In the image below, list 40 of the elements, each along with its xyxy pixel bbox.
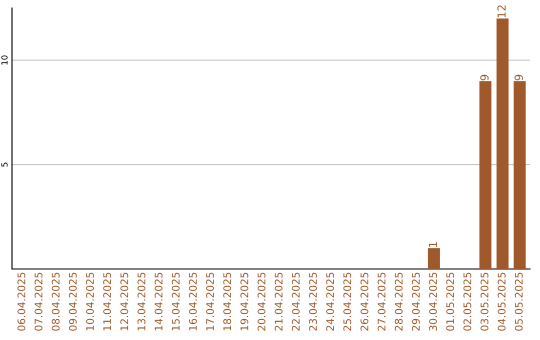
bar: [479, 81, 492, 269]
x-tick-label: 16.04.2025: [188, 272, 197, 330]
x-tick-label: 21.04.2025: [274, 272, 283, 331]
data-label: 9: [514, 74, 523, 80]
x-tick-label: 09.04.2025: [68, 272, 77, 331]
x-tick-label: 03.05.2025: [480, 272, 488, 331]
x-tick-label: 25.04.2025: [343, 272, 352, 331]
x-tick-label: 22.04.2025: [292, 272, 300, 331]
x-tick-label: 23.04.2025: [309, 272, 317, 331]
bar: [496, 18, 509, 269]
x-tick-label: 30.04.2025: [429, 272, 437, 331]
bar: [514, 81, 526, 269]
data-label: 12: [497, 5, 506, 18]
x-tick-label: 08.04.2025: [52, 272, 60, 331]
y-tick-label: 10: [1, 55, 8, 65]
x-tick-label: 13.04.2025: [138, 272, 146, 330]
x-tick-label: 26.04.2025: [360, 272, 368, 331]
x-tick-label: 14.04.2025: [154, 272, 163, 330]
x-tick-label: 18.04.2025: [223, 272, 232, 330]
x-tick-label: 17.04.2025: [206, 272, 214, 330]
x-tick-label: 05.05.2025: [514, 272, 523, 331]
data-label: 1: [428, 242, 438, 247]
y-tick-label: 5: [1, 162, 8, 167]
x-tick-label: 02.05.2025: [463, 272, 472, 331]
x-tick-label: 01.05.2025: [446, 272, 454, 331]
x-tick-label: 24.04.2025: [326, 272, 334, 331]
x-tick-label: 07.04.2025: [34, 272, 42, 331]
x-tick-label: 04.05.2025: [498, 272, 506, 331]
x-tick-label: 10.04.2025: [86, 272, 94, 330]
x-tick-label: 11.04.2025: [103, 272, 112, 330]
x-tick-label: 20.04.2025: [258, 272, 266, 331]
x-tick-label: 29.04.2025: [412, 272, 420, 331]
x-tick-label: 12.04.2025: [120, 272, 128, 330]
x-tick-label: 19.04.2025: [240, 272, 248, 330]
bar: [428, 248, 440, 269]
data-label: 9: [480, 74, 489, 80]
x-tick-label: 06.04.2025: [17, 272, 26, 331]
x-tick-label: 27.04.2025: [378, 272, 386, 331]
x-tick-label: 28.04.2025: [394, 272, 403, 331]
x-tick-label: 15.04.2025: [172, 272, 180, 330]
